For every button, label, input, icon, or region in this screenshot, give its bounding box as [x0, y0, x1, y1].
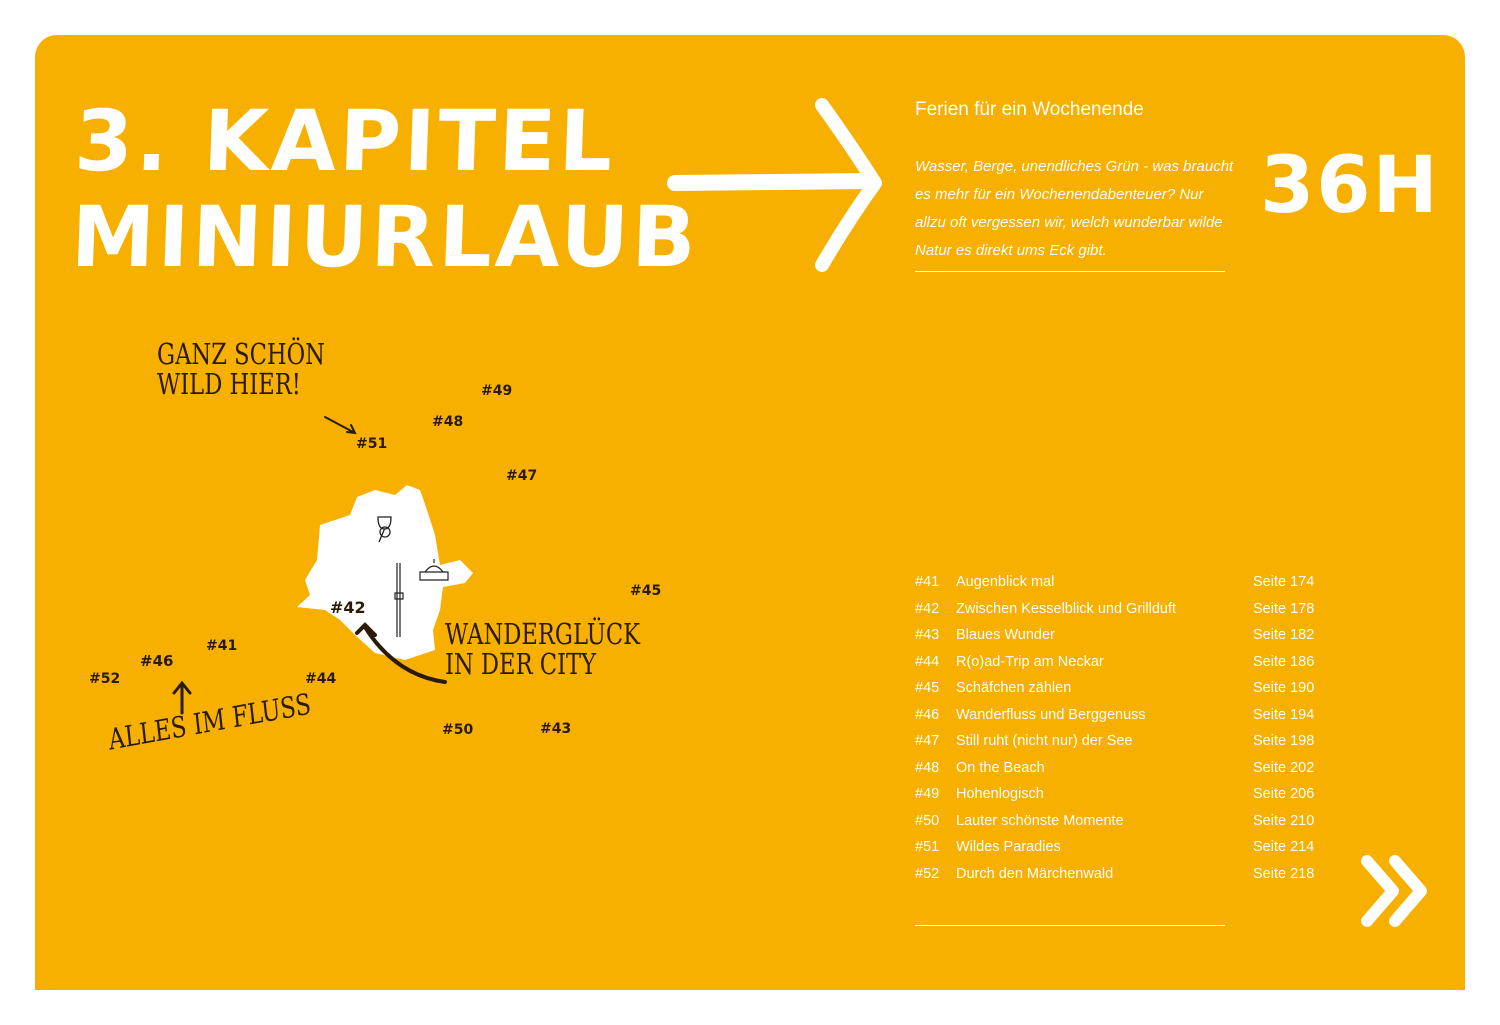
region-map: [172, 416, 473, 715]
toc-page: Seite 186: [1253, 653, 1315, 670]
toc-title: Wanderfluss und Berggenuss: [956, 706, 1146, 723]
marker-51[interactable]: #51: [356, 436, 388, 452]
tv-tower-icon: [394, 563, 404, 637]
toc-number: #51: [915, 839, 940, 856]
marker-50[interactable]: #50: [442, 722, 474, 738]
toc-number: #41: [915, 574, 940, 591]
toc-row[interactable]: #50 Lauter schönste Momente Seite 210: [915, 808, 1315, 835]
toc-title: Still ruht (nicht nur) der See: [956, 733, 1133, 750]
toc-title: R(o)ad-Trip am Neckar: [956, 653, 1104, 670]
toc-number: #43: [915, 627, 940, 644]
toc-row[interactable]: #42 Zwischen Kesselblick und Grillduft Sei…: [915, 596, 1315, 623]
double-chevron-right-icon[interactable]: [1357, 853, 1437, 933]
toc-row[interactable]: #52 Durch den Märchenwald Seite 218: [915, 861, 1315, 888]
toc-title: Augenblick mal: [956, 574, 1055, 591]
annotation-wild: GANZ SCHÖN WILD HIER!: [157, 337, 325, 401]
toc-number: #49: [915, 786, 940, 803]
toc-title: Zwischen Kesselblick und Grillduft: [956, 600, 1177, 617]
toc-row[interactable]: #51 Wildes Paradies Seite 214: [915, 834, 1315, 861]
marker-42[interactable]: #42: [330, 598, 366, 617]
toc-row[interactable]: #43 Blaues Wunder Seite 182: [915, 622, 1315, 649]
arrow-to-46: [172, 680, 192, 715]
marker-49[interactable]: #49: [481, 383, 513, 399]
table-of-contents: #41 Augenblick mal Seite 174 #42 Zwischen Ke…: [915, 569, 1315, 887]
toc-number: #46: [915, 706, 940, 723]
toc-title: Hohenlogisch: [956, 786, 1044, 803]
marker-41[interactable]: #41: [206, 638, 238, 654]
toc-row[interactable]: #47 Still ruht (nicht nur) der See Seite 1…: [915, 728, 1315, 755]
palace-icon: [419, 559, 449, 581]
toc-page: Seite 190: [1253, 680, 1315, 697]
toc-row[interactable]: #48 On the Beach Seite 202: [915, 755, 1315, 782]
divider: [915, 271, 1225, 272]
marker-43[interactable]: #43: [540, 721, 572, 737]
toc-number: #47: [915, 733, 940, 750]
annotation-city: WANDERGLÜCK IN DER CITY: [445, 617, 641, 681]
toc-row[interactable]: #46 Wanderfluss und Berggenuss Seite 194: [915, 702, 1315, 729]
toc-page: Seite 210: [1253, 812, 1315, 829]
toc-title: Lauter schönste Momente: [956, 812, 1124, 829]
toc-page: Seite 182: [1253, 627, 1315, 644]
marker-48[interactable]: #48: [432, 414, 464, 430]
toc-page: Seite 214: [1253, 839, 1315, 856]
toc-title: Wildes Paradies: [956, 839, 1061, 856]
toc-number: #50: [915, 812, 940, 829]
toc-title: Schäfchen zählen: [956, 680, 1072, 697]
duration-badge: 36H: [1260, 141, 1440, 231]
chapter-subtitle: Ferien für ein Wochenende: [915, 99, 1144, 120]
city-shape: [297, 485, 473, 660]
toc-page: Seite 218: [1253, 865, 1315, 882]
toc-row[interactable]: #44 R(o)ad-Trip am Neckar Seite 186: [915, 649, 1315, 676]
toc-title: Blaues Wunder: [956, 627, 1055, 644]
chapter-intro: Wasser, Berge, unendliches Grün - was br…: [915, 158, 1234, 259]
toc-page: Seite 178: [1253, 600, 1315, 617]
toc-page: Seite 202: [1253, 759, 1315, 776]
marker-44[interactable]: #44: [305, 671, 337, 687]
toc-title: Durch den Märchenwald: [956, 865, 1114, 882]
toc-number: #42: [915, 600, 940, 617]
arrow-to-51: [324, 416, 357, 435]
toc-number: #44: [915, 653, 940, 670]
marker-46[interactable]: #46: [140, 652, 174, 670]
marker-52[interactable]: #52: [89, 671, 121, 687]
marker-47[interactable]: #47: [506, 468, 538, 484]
arrow-to-42: [355, 622, 447, 684]
toc-row[interactable]: #49 Hohenlogisch Seite 206: [915, 781, 1315, 808]
toc-row[interactable]: #45 Schäfchen zählen Seite 190: [915, 675, 1315, 702]
marker-45[interactable]: #45: [630, 583, 662, 599]
toc-number: #52: [915, 865, 940, 882]
toc-page: Seite 174: [1253, 574, 1315, 591]
toc-title: On the Beach: [956, 759, 1045, 776]
toc-number: #48: [915, 759, 940, 776]
divider: [915, 925, 1225, 926]
toc-number: #45: [915, 680, 940, 697]
toc-page: Seite 206: [1253, 786, 1315, 803]
toc-page: Seite 198: [1253, 733, 1315, 750]
wine-glass-icon: [377, 516, 392, 543]
toc-row[interactable]: #41 Augenblick mal Seite 174: [915, 569, 1315, 596]
arrow-right-icon: [667, 98, 882, 272]
chapter-page: 3. KAPITEL MINIURLAUB Ferien für ein Woc…: [35, 35, 1465, 990]
toc-page: Seite 194: [1253, 706, 1315, 723]
